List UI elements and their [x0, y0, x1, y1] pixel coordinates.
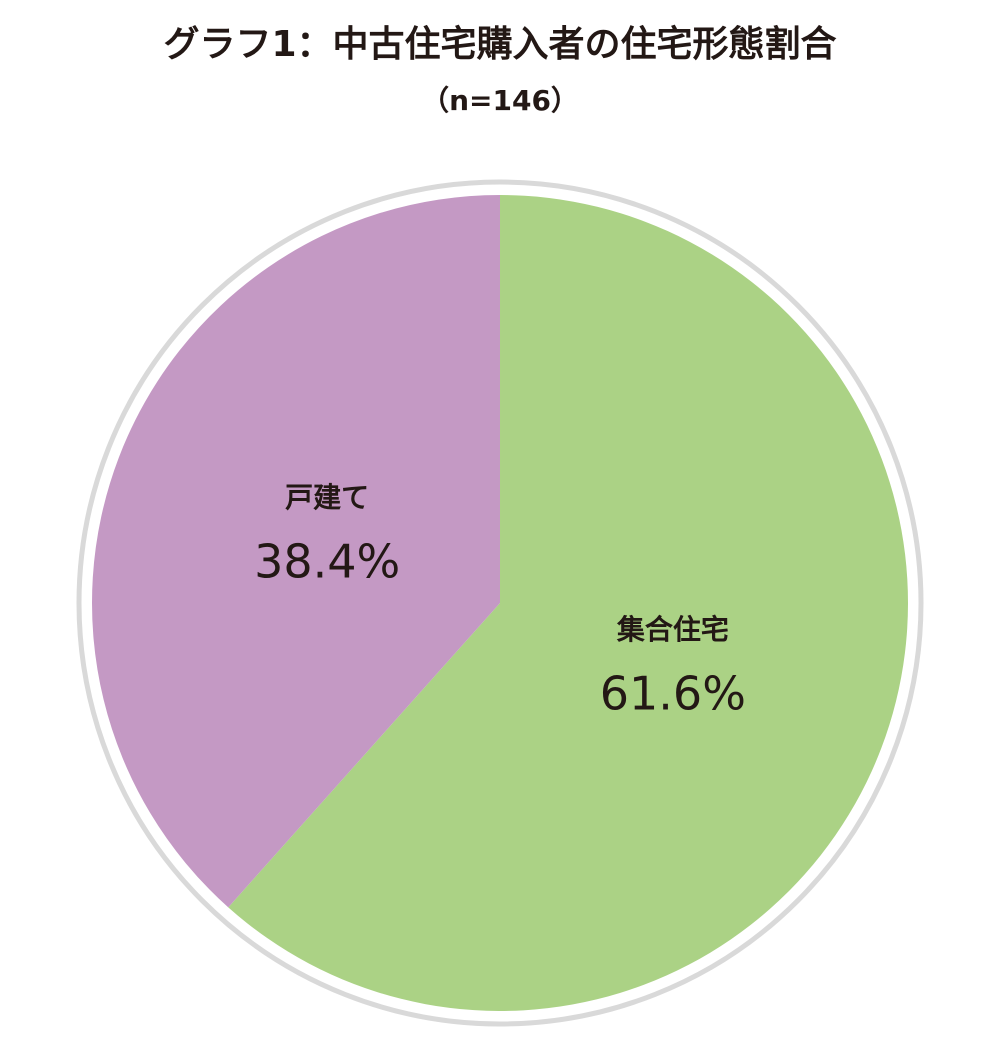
- slice-label: 集合住宅: [616, 613, 729, 646]
- slice-value-label: 38.4%: [254, 535, 400, 589]
- chart-title: グラフ1：中古住宅購入者の住宅形態割合: [163, 23, 836, 65]
- pie-slice: [91, 195, 501, 908]
- slice-value-label: 61.6%: [600, 666, 746, 720]
- pie-slice: [228, 195, 908, 1011]
- slice-label: 戸建て: [285, 481, 369, 514]
- chart-subtitle: （n=146）: [421, 84, 579, 117]
- pie-ring: [76, 179, 924, 1027]
